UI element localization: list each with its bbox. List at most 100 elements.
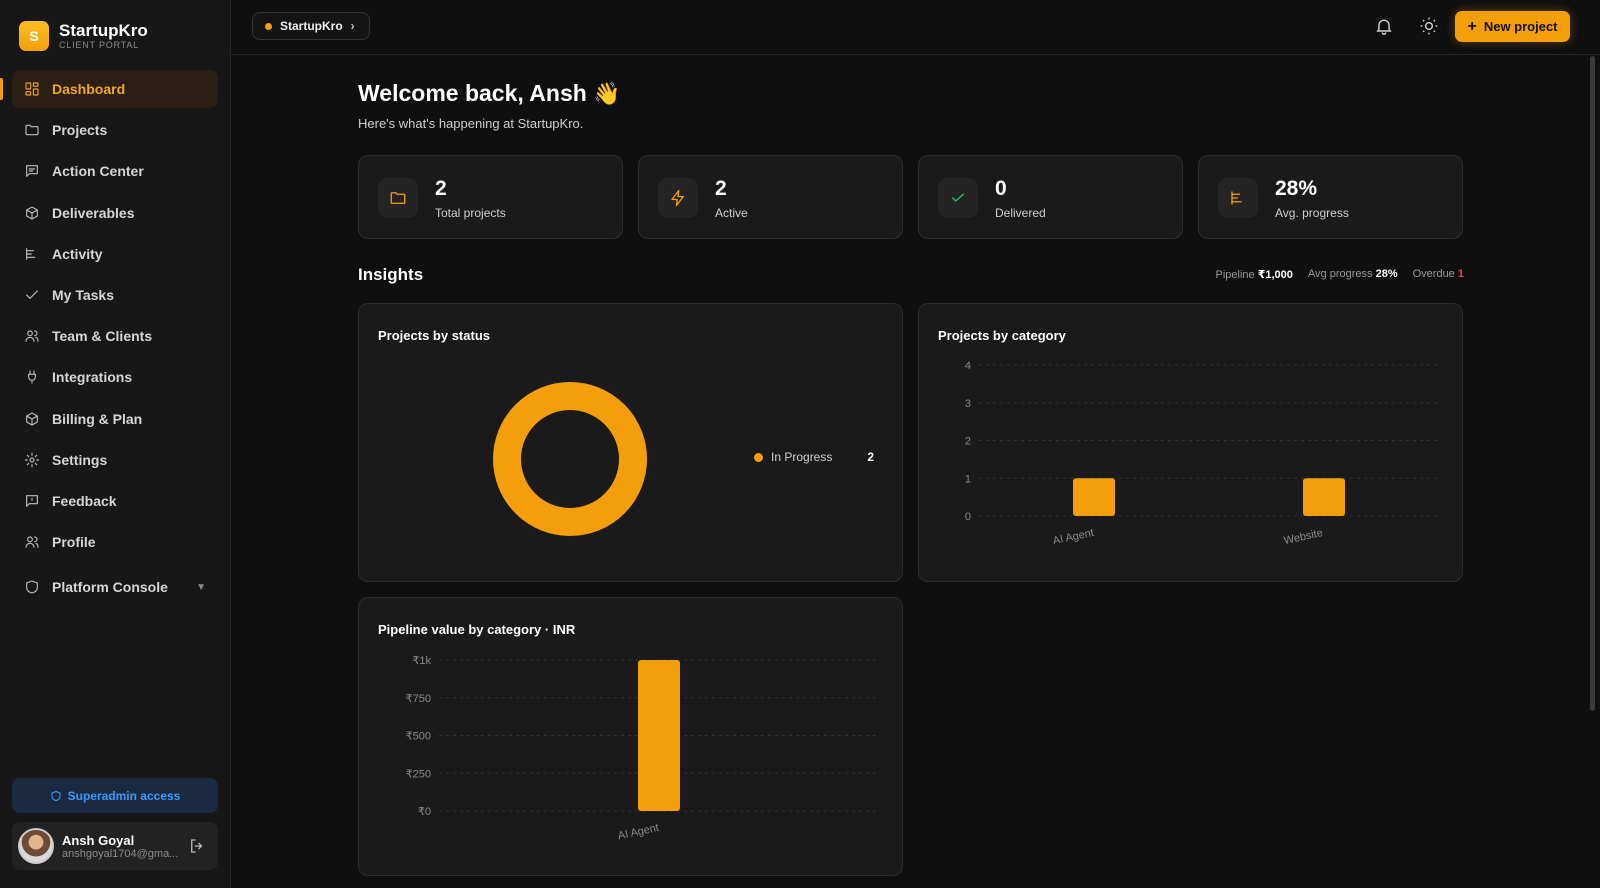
sidebar-item-team-clients[interactable]: Team & Clients bbox=[12, 317, 218, 355]
stat-card-active[interactable]: 2 Active bbox=[638, 155, 903, 239]
stat-card-avg-progress[interactable]: 28% Avg. progress bbox=[1198, 155, 1463, 239]
avg-progress-summary: Avg progress 28% bbox=[1308, 268, 1398, 281]
stat-value: 28% bbox=[1275, 177, 1318, 200]
category-bar-chart: 0 1 2 3 4 AI Agent Website bbox=[965, 360, 1439, 547]
overdue-summary: Overdue 1 bbox=[1413, 268, 1464, 281]
pipeline-bar-chart: ₹0 ₹250 ₹500 ₹750 ₹1k AI Agent bbox=[406, 655, 879, 842]
stat-card-delivered[interactable]: 0 Delivered bbox=[918, 155, 1183, 239]
y-tick-label: 4 bbox=[965, 360, 971, 372]
bar bbox=[1303, 478, 1345, 516]
brand-name: StartupKro bbox=[59, 21, 148, 40]
stat-value: 0 bbox=[995, 177, 1007, 200]
x-tick-label: AI Agent bbox=[1052, 527, 1095, 547]
y-tick-label: 3 bbox=[965, 398, 971, 410]
folder-icon bbox=[390, 192, 406, 204]
x-tick-label: AI Agent bbox=[617, 822, 660, 842]
page-title: Welcome back, Ansh 👋 bbox=[358, 80, 621, 107]
active-indicator bbox=[0, 78, 3, 100]
scrollbar[interactable] bbox=[1590, 56, 1595, 711]
y-tick-label: 0 bbox=[965, 511, 971, 523]
check-icon bbox=[26, 290, 38, 299]
y-tick-label: ₹0 bbox=[418, 806, 431, 818]
y-tick-label: ₹750 bbox=[406, 693, 431, 705]
legend-label: In Progress bbox=[771, 450, 833, 464]
dashboard-grid-icon bbox=[25, 82, 39, 96]
new-project-button[interactable]: + New project bbox=[1455, 11, 1570, 42]
workspace-switcher[interactable]: StartupKro › bbox=[252, 12, 370, 40]
brand-subtitle: CLIENT PORTAL bbox=[59, 40, 139, 50]
sidebar-item-my-tasks[interactable]: My Tasks bbox=[12, 276, 218, 314]
sidebar-item-dashboard[interactable]: Dashboard bbox=[12, 70, 218, 108]
superadmin-access-button[interactable]: Superadmin access bbox=[12, 778, 218, 813]
y-tick-label: 1 bbox=[965, 473, 971, 485]
legend-item[interactable]: In Progress 2 bbox=[754, 450, 874, 464]
shield-icon bbox=[51, 790, 61, 801]
superadmin-label: Superadmin access bbox=[67, 788, 181, 803]
stat-value: 2 bbox=[715, 177, 727, 200]
stat-label: Avg. progress bbox=[1275, 206, 1349, 220]
chevron-right-icon: › bbox=[350, 19, 355, 33]
sidebar-item-label: Team & Clients bbox=[52, 328, 153, 345]
message-square-icon bbox=[26, 165, 38, 178]
sidebar-item-feedback[interactable]: Feedback bbox=[12, 482, 218, 520]
sidebar-item-label: Profile bbox=[52, 534, 96, 551]
activity-list-icon bbox=[26, 247, 36, 260]
stat-label: Total projects bbox=[435, 206, 506, 220]
page-subtitle: Here's what's happening at StartupKro. bbox=[358, 116, 584, 131]
shield-icon bbox=[26, 580, 38, 594]
sidebar: S StartupKro CLIENT PORTAL Dashboard Pro… bbox=[0, 0, 231, 888]
sidebar-item-label: My Tasks bbox=[52, 286, 114, 303]
stat-value: 2 bbox=[435, 177, 447, 200]
workspace-name: StartupKro bbox=[280, 19, 343, 33]
pipeline-label: Pipeline bbox=[1215, 269, 1255, 281]
sidebar-item-deliverables[interactable]: Deliverables bbox=[12, 194, 218, 232]
stat-icon-wrap bbox=[378, 178, 418, 218]
stat-card-total-projects[interactable]: 2 Total projects bbox=[358, 155, 623, 239]
legend-swatch bbox=[754, 452, 763, 462]
sidebar-item-platform-console[interactable]: Platform Console ▼ bbox=[12, 568, 218, 606]
sidebar-item-profile[interactable]: Profile bbox=[12, 523, 218, 561]
sidebar-item-label: Dashboard bbox=[52, 81, 126, 97]
chart-title: Pipeline value by category · INR bbox=[378, 622, 576, 637]
insights-summary: Pipeline ₹1,000 Avg progress 28% Overdue… bbox=[1216, 268, 1464, 281]
logout-icon[interactable] bbox=[188, 837, 206, 855]
overdue-value: 1 bbox=[1457, 268, 1464, 280]
new-project-label: New project bbox=[1483, 19, 1558, 34]
chart-card-pipeline-value: Pipeline value by category · INR ₹0 ₹250 ₹… bbox=[358, 597, 903, 876]
chart-card-projects-by-category: Projects by category 0 1 2 3 4 AI Agent Websit… bbox=[918, 303, 1463, 582]
sidebar-item-billing-plan[interactable]: Billing & Plan bbox=[12, 400, 218, 438]
activity-list-icon bbox=[1231, 191, 1242, 205]
sidebar-item-label: Settings bbox=[52, 451, 108, 468]
avg-progress-label: Avg progress bbox=[1307, 268, 1373, 280]
sidebar-item-label: Activity bbox=[52, 245, 103, 262]
chart-title: Projects by category bbox=[938, 328, 1066, 343]
sidebar-item-integrations[interactable]: Integrations bbox=[12, 358, 218, 396]
stat-icon-wrap bbox=[658, 178, 698, 218]
welcome-title: Welcome back, Ansh bbox=[358, 80, 587, 106]
folder-icon bbox=[25, 124, 39, 136]
stat-label: Delivered bbox=[995, 206, 1046, 220]
waving-hand-icon: 👋 bbox=[593, 81, 621, 106]
message-square-icon bbox=[26, 494, 38, 507]
y-tick-label: ₹250 bbox=[406, 768, 431, 780]
overdue-label: Overdue bbox=[1412, 268, 1455, 280]
sidebar-item-projects[interactable]: Projects bbox=[12, 111, 218, 149]
box-icon bbox=[26, 205, 38, 220]
pipeline-value: ₹1,000 bbox=[1257, 269, 1293, 281]
avatar bbox=[18, 828, 54, 864]
gear-icon bbox=[24, 452, 40, 467]
brand[interactable]: S StartupKro CLIENT PORTAL bbox=[19, 21, 148, 51]
plug-icon bbox=[28, 370, 36, 384]
chart-title: Projects by status bbox=[378, 328, 490, 343]
sidebar-item-label: Projects bbox=[52, 122, 108, 139]
users-icon bbox=[25, 536, 39, 548]
sun-icon[interactable] bbox=[1419, 16, 1439, 36]
sidebar-item-activity[interactable]: Activity bbox=[12, 235, 218, 273]
sidebar-item-label: Action Center bbox=[52, 163, 144, 180]
plus-icon: + bbox=[1467, 17, 1477, 35]
legend-value: 2 bbox=[867, 450, 874, 464]
sidebar-item-settings[interactable]: Settings bbox=[12, 441, 218, 479]
user-card[interactable]: Ansh Goyal anshgoyal1704@gma... bbox=[12, 822, 218, 870]
sidebar-item-action-center[interactable]: Action Center bbox=[12, 152, 218, 190]
bell-icon[interactable] bbox=[1374, 16, 1394, 36]
